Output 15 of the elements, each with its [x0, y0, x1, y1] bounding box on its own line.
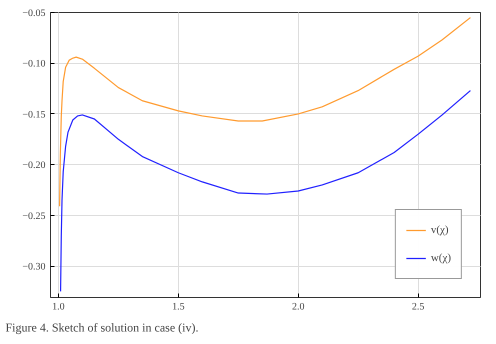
y-tick-label: −0.25 [22, 210, 46, 222]
caption: Figure 4. Sketch of solution in case (iv). [6, 320, 198, 334]
y-tick-label: −0.30 [22, 262, 46, 273]
y-tick-label: −0.15 [22, 109, 46, 120]
x-tick-label: 1.5 [172, 302, 185, 312]
x-tick-label: 2.0 [292, 302, 304, 312]
line-series [59, 16, 472, 207]
y-tick-label: −0.05 [22, 8, 46, 19]
y-tick-label: −0.20 [22, 160, 46, 172]
x-tick-label: 2.5 [412, 302, 424, 312]
x-tick-label: 1.0 [52, 302, 65, 312]
line-series [60, 90, 472, 292]
y-tick-label: −0.10 [22, 58, 46, 70]
legend-label: w(χ) [430, 252, 451, 264]
legend-label: v(χ) [430, 224, 450, 236]
